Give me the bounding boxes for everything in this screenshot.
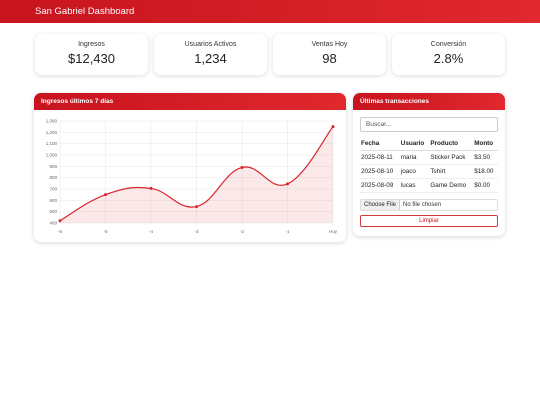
kpi-card-usuarios: Usuarios Activos 1,234 bbox=[154, 34, 267, 75]
data-point bbox=[195, 205, 198, 209]
table-row: 2025-08-11 maria Sticker Pack $3.50 bbox=[360, 150, 498, 165]
kpi-label: Ventas Hoy bbox=[311, 41, 348, 48]
transactions-table: Fecha Usuario Producto Monto 2025-08-11 … bbox=[360, 138, 498, 193]
kpi-value: $12,430 bbox=[68, 51, 115, 66]
kpi-label: Usuarios Activos bbox=[184, 41, 237, 48]
cell-usuario: joaco bbox=[399, 164, 430, 179]
x-tick-label: -2 bbox=[240, 229, 244, 234]
y-tick-label: 800 bbox=[49, 175, 57, 180]
data-point bbox=[149, 186, 153, 190]
x-tick-label: -3 bbox=[194, 229, 198, 234]
transactions-panel: Últimas transacciones Buscar... Fecha Us… bbox=[353, 93, 505, 236]
choose-file-button[interactable]: Choose File bbox=[361, 200, 401, 210]
y-tick-label: 600 bbox=[49, 198, 57, 203]
cell-producto: Tshirt bbox=[429, 164, 474, 179]
data-point bbox=[240, 165, 244, 169]
x-tick-label: -5 bbox=[103, 229, 107, 234]
kpi-label: Ingresos bbox=[78, 41, 105, 48]
file-input[interactable]: Choose File No file chosen bbox=[360, 199, 498, 211]
column-header-monto: Monto bbox=[473, 138, 498, 151]
y-tick-label: 1,300 bbox=[46, 119, 58, 124]
cell-producto: Game Demo bbox=[429, 178, 474, 193]
kpi-value: 1,234 bbox=[194, 51, 227, 66]
search-input[interactable]: Buscar... bbox=[360, 117, 498, 132]
cell-usuario: maria bbox=[399, 150, 430, 165]
app-title: San Gabriel Dashboard bbox=[35, 6, 135, 17]
x-tick-label: -1 bbox=[285, 229, 289, 234]
cell-fecha: 2025-08-11 bbox=[360, 150, 400, 165]
y-tick-label: 1,200 bbox=[46, 130, 58, 135]
transactions-panel-title: Últimas transacciones bbox=[353, 93, 505, 110]
kpi-card-ingresos: Ingresos $12,430 bbox=[35, 34, 148, 75]
data-point bbox=[58, 219, 62, 223]
revenue-line-chart: 400 500 600 700 800 900 1,000 1,100 1,200 1,300 -6… bbox=[46, 119, 338, 235]
column-header-producto: Producto bbox=[429, 138, 474, 151]
x-tick-label: -6 bbox=[58, 229, 62, 234]
revenue-chart-panel: Ingresos últimos 7 días 400 500 600 700 800 9… bbox=[34, 93, 346, 242]
kpi-label: Conversión bbox=[430, 41, 467, 48]
file-status-text: No file chosen bbox=[403, 202, 442, 208]
table-row: 2025-08-09 lucas Game Demo $0.00 bbox=[360, 178, 498, 193]
kpi-value: 98 bbox=[322, 51, 337, 66]
x-tick-label: Hoy bbox=[329, 229, 338, 234]
cell-monto: $18.00 bbox=[473, 164, 498, 179]
kpi-card-ventas: Ventas Hoy 98 bbox=[273, 34, 386, 75]
cell-monto: $0.00 bbox=[473, 178, 498, 193]
y-tick-label: 500 bbox=[49, 209, 57, 214]
table-header-row: Fecha Usuario Producto Monto bbox=[360, 138, 498, 151]
y-tick-label: 1,000 bbox=[46, 153, 58, 158]
top-bar: San Gabriel Dashboard bbox=[0, 0, 540, 23]
cell-producto: Sticker Pack bbox=[429, 150, 474, 165]
kpi-value: 2.8% bbox=[433, 51, 464, 66]
y-tick-label: 1,100 bbox=[46, 141, 58, 146]
column-header-fecha: Fecha bbox=[360, 138, 400, 151]
y-tick-label: 900 bbox=[49, 164, 57, 169]
kpi-card-conversion: Conversión 2.8% bbox=[392, 34, 505, 75]
cell-usuario: lucas bbox=[399, 178, 430, 193]
table-row: 2025-08-10 joaco Tshirt $18.00 bbox=[360, 164, 498, 179]
data-point bbox=[104, 193, 107, 197]
cell-fecha: 2025-08-10 bbox=[360, 164, 400, 179]
chart-panel-title: Ingresos últimos 7 días bbox=[34, 93, 346, 110]
y-tick-label: 700 bbox=[49, 187, 57, 192]
x-tick-label: -4 bbox=[149, 229, 153, 234]
data-point bbox=[331, 125, 335, 129]
column-header-usuario: Usuario bbox=[399, 138, 430, 151]
data-point bbox=[286, 182, 289, 186]
y-tick-label: 400 bbox=[49, 221, 57, 226]
series-area bbox=[60, 126, 333, 223]
cell-fecha: 2025-08-09 bbox=[360, 178, 400, 193]
cell-monto: $3.50 bbox=[473, 150, 498, 165]
clear-button[interactable]: Limpiar bbox=[360, 215, 498, 227]
